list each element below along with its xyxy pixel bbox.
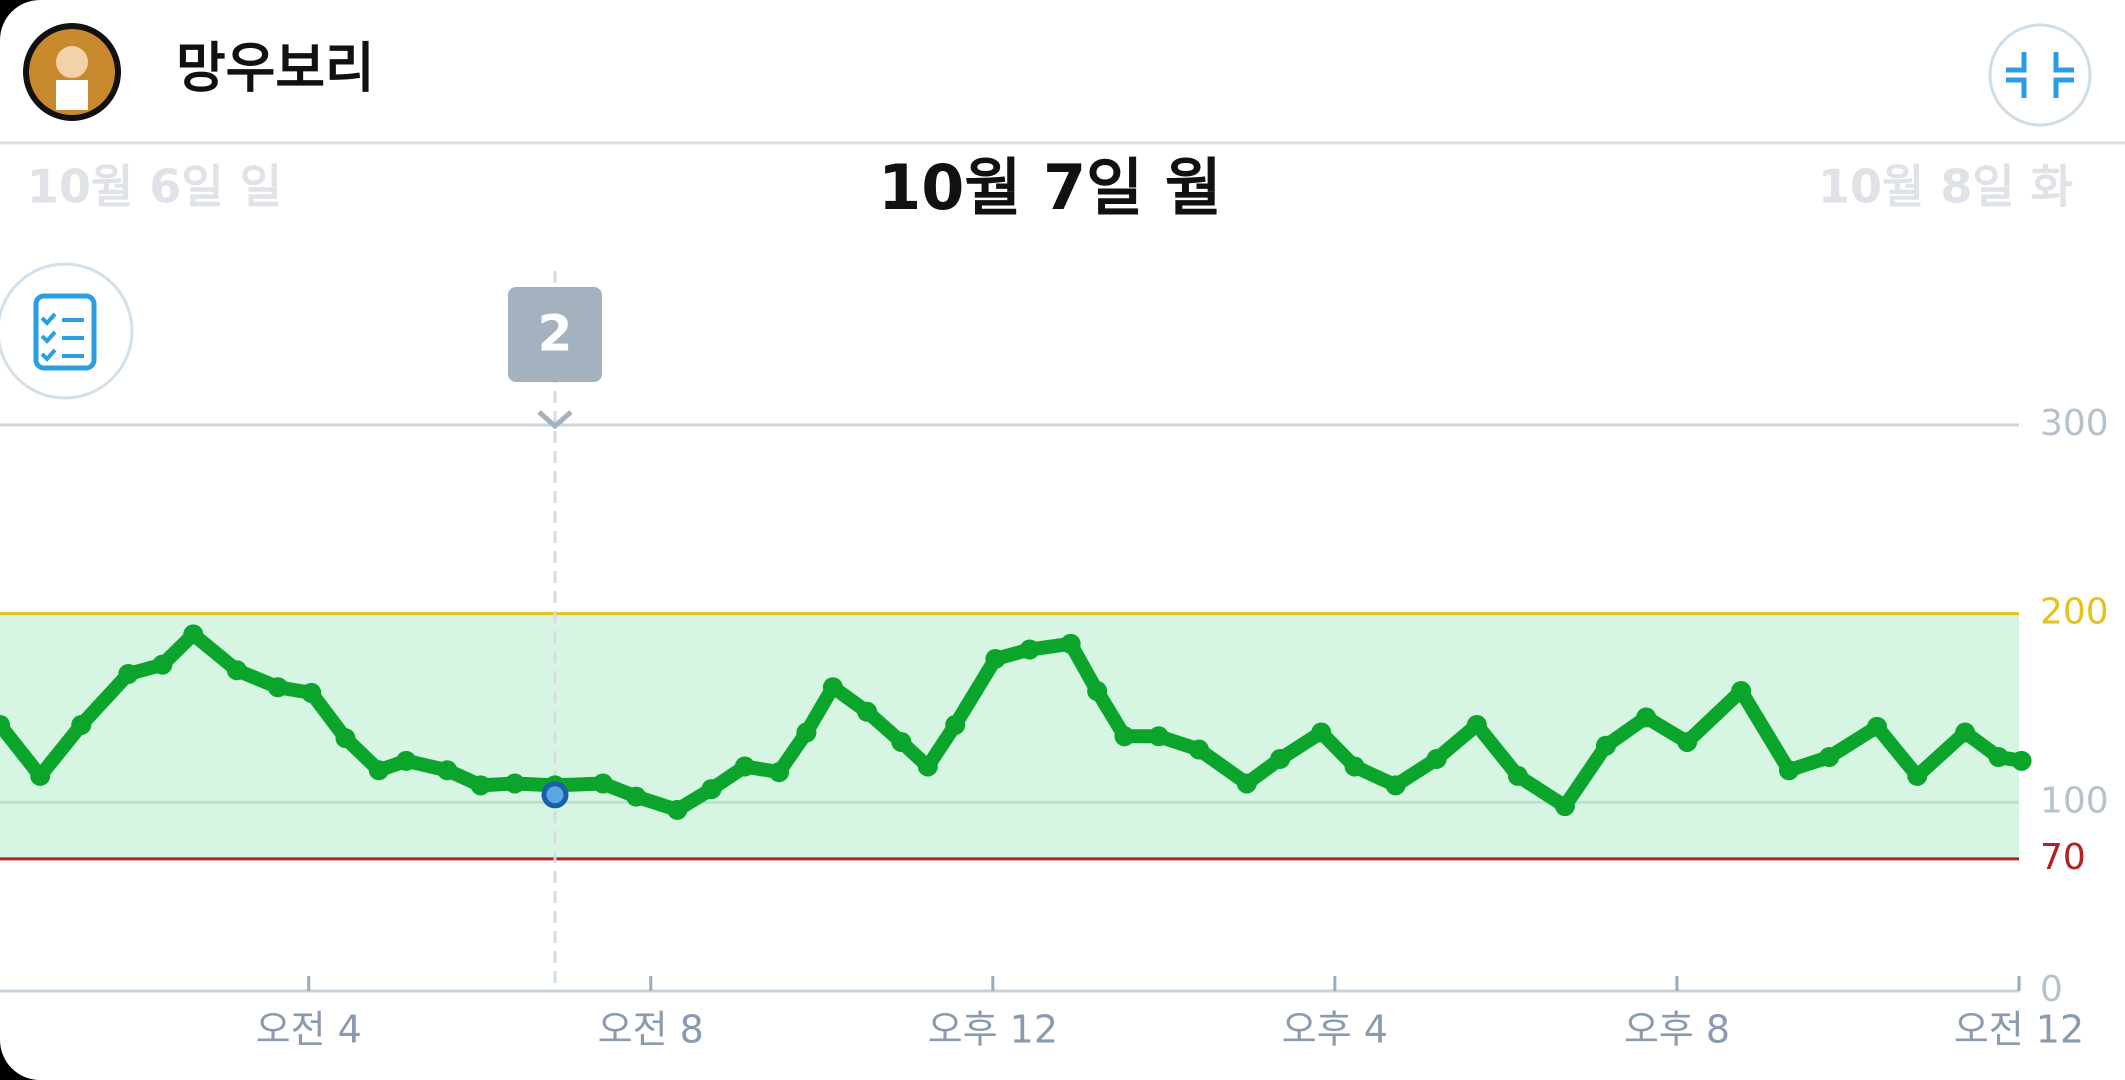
glucose-point (985, 648, 1006, 669)
glucose-point (667, 799, 688, 820)
glucose-point (0, 714, 10, 735)
low-threshold-label: 70 (2040, 837, 2086, 878)
x-tick-label: 오전 4 (256, 1008, 362, 1052)
event-badge[interactable] (507, 287, 602, 382)
user-name: 망우보리 (176, 37, 375, 100)
y-tick-label: 200 (2040, 592, 2109, 633)
glucose-point (796, 722, 817, 743)
avatar-face (56, 46, 88, 78)
glucose-point (1311, 722, 1332, 743)
glucose-point (891, 731, 912, 752)
current-date: 10월 7일 월 (878, 151, 1222, 224)
glucose-point (1778, 760, 1799, 781)
clipboard-icon (33, 293, 97, 371)
glucose-point (335, 728, 356, 749)
glucose-point (1060, 633, 1081, 654)
glucose-point (1554, 796, 1575, 817)
x-tick-label: 오후 8 (1624, 1008, 1730, 1052)
glucose-point (396, 750, 417, 771)
glucose-point (470, 775, 491, 796)
glucose-point (701, 779, 722, 800)
glucose-point (1019, 639, 1040, 660)
glucose-point (1385, 775, 1406, 796)
glucose-point (626, 786, 647, 807)
log-button[interactable] (0, 262, 134, 400)
glucose-point (1988, 747, 2009, 768)
glucose-point (118, 664, 139, 685)
prev-date[interactable]: 10월 6일 일 (27, 160, 282, 214)
glucose-point (734, 756, 755, 777)
y-tick-label: 0 (2040, 969, 2063, 1010)
glucose-point (1507, 765, 1528, 786)
x-tick-label: 오전 8 (598, 1008, 704, 1052)
glucose-point (183, 624, 204, 645)
glucose-point (822, 677, 843, 698)
glucose-point (504, 773, 525, 794)
glucose-point (592, 773, 613, 794)
glucose-point (917, 756, 938, 777)
glucose-point (1677, 731, 1698, 752)
glucose-point (2011, 750, 2032, 771)
glucose-point (368, 760, 389, 781)
glucose-point (1426, 748, 1447, 769)
glucose-point (267, 677, 288, 698)
glucose-point (857, 701, 878, 722)
glucose-point (301, 682, 322, 703)
collapse-icon (2006, 52, 2074, 98)
glucose-point (1636, 707, 1657, 728)
glucose-point (152, 654, 173, 675)
glucose-point (1270, 748, 1291, 769)
next-date[interactable]: 10월 8일 화 (1818, 160, 2073, 214)
x-tick-label: 오전 12 (1954, 1008, 2084, 1052)
avatar-body (56, 80, 88, 110)
glucose-point (1148, 726, 1169, 747)
collapse-button[interactable] (1988, 23, 2092, 127)
glucose-point (1188, 739, 1209, 760)
event-chevron (537, 410, 573, 430)
glucose-point (769, 762, 790, 783)
glucose-point (226, 660, 247, 681)
glucose-point (1595, 735, 1616, 756)
glucose-point (1819, 747, 1840, 768)
glucose-point (945, 714, 966, 735)
glucose-point (30, 765, 51, 786)
glucose-point (1236, 773, 1257, 794)
x-tick-label: 오후 12 (928, 1008, 1058, 1052)
glucose-point (1466, 714, 1487, 735)
glucose-point (71, 714, 92, 735)
glucose-point (1867, 716, 1888, 737)
glucose-point (437, 760, 458, 781)
glucose-point (1907, 765, 1928, 786)
glucose-point (1087, 681, 1108, 702)
glucose-point (1344, 756, 1365, 777)
glucose-point (1955, 722, 1976, 743)
checklist-icon (40, 312, 84, 362)
x-tick-label: 오후 4 (1282, 1008, 1388, 1052)
event-badge-label: 2 (538, 305, 573, 363)
selected-point (541, 781, 569, 809)
y-tick-label: 300 (2040, 403, 2109, 444)
glucose-point (1114, 726, 1135, 747)
y-tick-label: 100 (2040, 780, 2109, 821)
glucose-point (1731, 681, 1752, 702)
